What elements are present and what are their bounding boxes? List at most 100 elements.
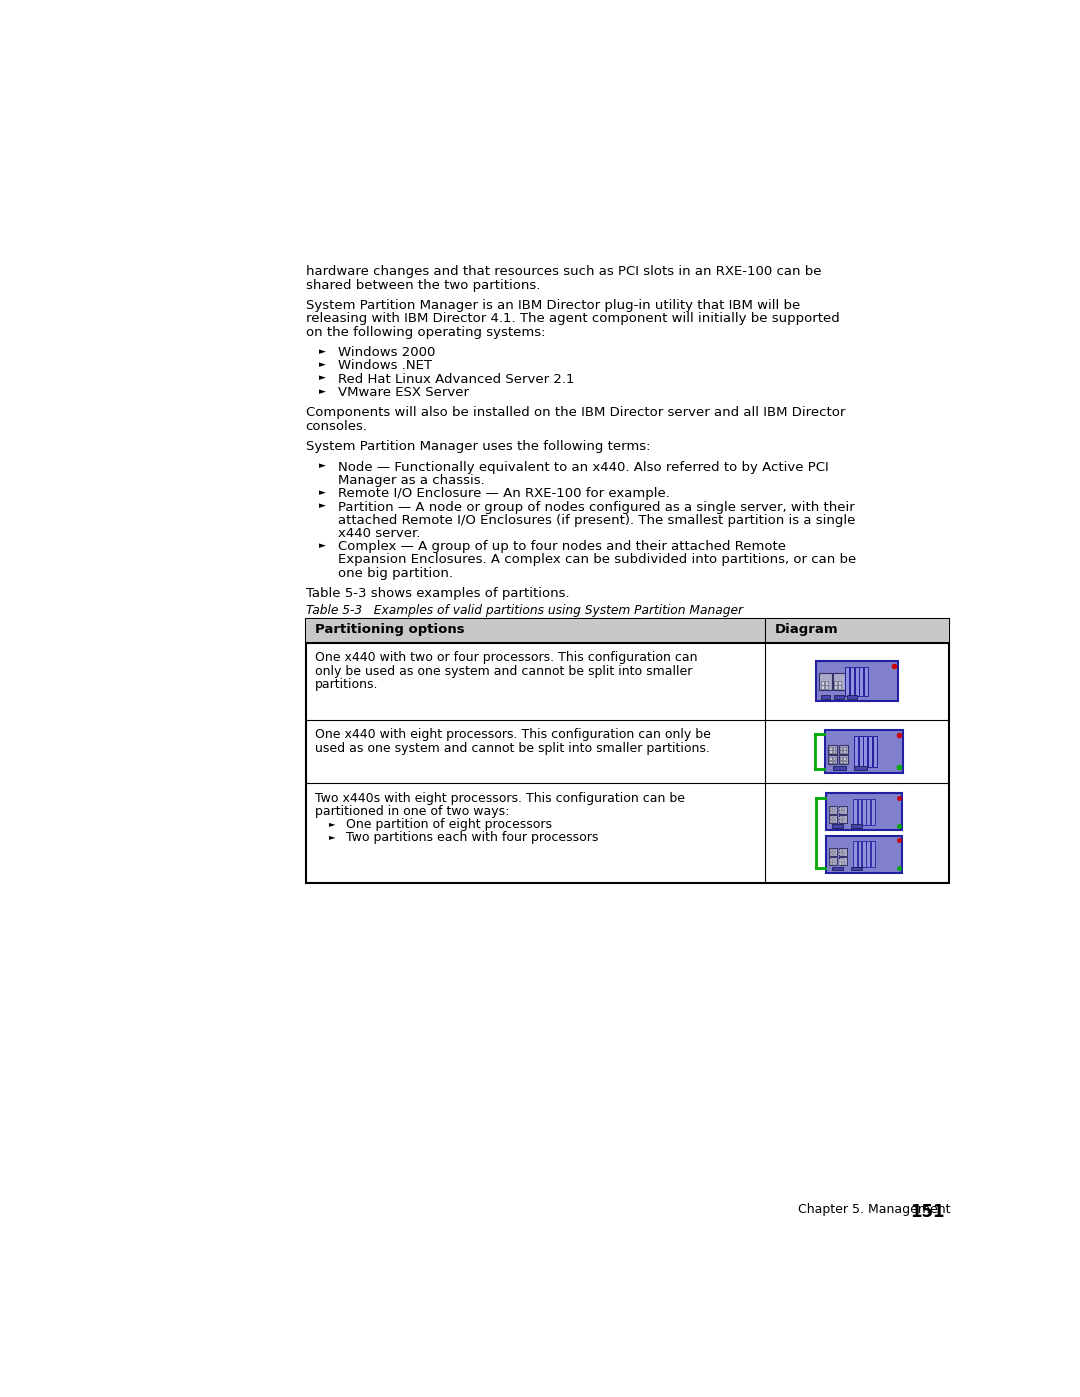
Text: Partition — A node or group of nodes configured as a single server, with their: Partition — A node or group of nodes con… — [338, 500, 854, 514]
Bar — [842, 854, 845, 855]
Bar — [839, 807, 841, 810]
Bar — [829, 848, 837, 856]
Bar — [862, 799, 866, 824]
Text: ►: ► — [328, 819, 335, 828]
Bar — [854, 766, 867, 770]
Text: ►: ► — [320, 360, 326, 369]
Bar — [829, 760, 832, 763]
Bar — [833, 757, 835, 760]
Bar — [829, 858, 837, 865]
Bar — [833, 747, 835, 750]
Text: shared between the two partitions.: shared between the two partitions. — [306, 278, 540, 292]
Text: on the following operating systems:: on the following operating systems: — [306, 326, 545, 338]
Bar — [829, 750, 832, 753]
Text: used as one system and cannot be split into smaller partitions.: used as one system and cannot be split i… — [314, 742, 710, 754]
Bar — [829, 814, 837, 823]
Bar — [866, 841, 870, 868]
Text: ►: ► — [320, 346, 326, 356]
Bar — [839, 817, 841, 819]
Bar — [828, 745, 837, 754]
Bar — [829, 851, 832, 852]
Text: Node — Functionally equivalent to an x440. Also referred to by Active PCI: Node — Functionally equivalent to an x44… — [338, 461, 828, 474]
Bar — [839, 820, 841, 823]
Text: hardware changes and that resources such as PCI slots in an RXE-100 can be: hardware changes and that resources such… — [306, 265, 821, 278]
Text: ►: ► — [328, 833, 335, 841]
Bar — [842, 820, 845, 823]
Text: ►: ► — [320, 373, 326, 383]
Text: Expansion Enclosures. A complex can be subdivided into partitions, or can be: Expansion Enclosures. A complex can be s… — [338, 553, 856, 567]
Bar — [829, 820, 832, 823]
Bar — [839, 859, 841, 862]
Bar — [821, 682, 824, 685]
Bar — [829, 747, 832, 750]
Bar — [833, 851, 835, 852]
Bar — [842, 851, 845, 852]
Bar — [826, 793, 902, 830]
Bar — [834, 694, 843, 698]
Bar — [864, 666, 868, 696]
Bar — [839, 757, 842, 760]
Text: System Partition Manager uses the following terms:: System Partition Manager uses the follow… — [306, 440, 650, 453]
Bar — [858, 799, 862, 824]
Bar — [833, 760, 835, 763]
Text: ►: ► — [320, 502, 326, 510]
Bar — [843, 757, 846, 760]
Text: Manager as a chassis.: Manager as a chassis. — [338, 474, 485, 488]
Bar — [843, 750, 846, 753]
Bar — [859, 736, 863, 767]
Bar — [825, 682, 827, 685]
Bar — [825, 686, 827, 689]
Text: ►: ► — [320, 488, 326, 497]
Bar — [842, 807, 845, 810]
Bar — [838, 682, 841, 685]
Bar — [843, 760, 846, 763]
Text: ►: ► — [320, 461, 326, 471]
Text: Table 5-3 shows examples of partitions.: Table 5-3 shows examples of partitions. — [306, 587, 569, 601]
Bar — [833, 859, 835, 862]
Bar — [863, 736, 867, 767]
Bar — [842, 817, 845, 819]
Bar — [833, 807, 835, 810]
Text: partitioned in one of two ways:: partitioned in one of two ways: — [314, 805, 509, 817]
Text: Remote I/O Enclosure — An RXE-100 for example.: Remote I/O Enclosure — An RXE-100 for ex… — [338, 488, 670, 500]
Text: consoles.: consoles. — [306, 419, 367, 433]
Text: Windows .NET: Windows .NET — [338, 359, 432, 373]
Bar — [854, 736, 858, 767]
Bar — [851, 824, 862, 828]
Bar — [838, 848, 847, 856]
Bar — [833, 750, 835, 753]
Text: one big partition.: one big partition. — [338, 567, 453, 580]
Bar — [829, 854, 832, 855]
Bar — [858, 841, 862, 868]
Bar — [843, 747, 846, 750]
Bar — [829, 862, 832, 865]
Bar — [839, 756, 848, 764]
Bar — [838, 814, 847, 823]
Bar — [306, 619, 948, 643]
Bar — [862, 841, 866, 868]
Bar — [870, 841, 875, 868]
Bar — [868, 736, 873, 767]
Bar — [854, 666, 859, 696]
Text: Two x440s with eight processors. This configuration can be: Two x440s with eight processors. This co… — [314, 792, 685, 805]
Text: Complex — A group of up to four nodes and their attached Remote: Complex — A group of up to four nodes an… — [338, 541, 786, 553]
Text: attached Remote I/O Enclosures (if present). The smallest partition is a single: attached Remote I/O Enclosures (if prese… — [338, 514, 855, 527]
Bar — [834, 686, 837, 689]
Bar — [839, 760, 842, 763]
Bar — [833, 766, 847, 770]
Bar — [829, 807, 832, 810]
Bar — [870, 799, 875, 824]
Bar — [839, 854, 841, 855]
Bar — [838, 686, 841, 689]
Text: VMware ESX Server: VMware ESX Server — [338, 386, 469, 400]
Bar — [829, 810, 832, 813]
Bar — [833, 866, 843, 870]
Bar — [829, 859, 832, 862]
Bar — [826, 835, 902, 873]
Text: 151: 151 — [910, 1203, 945, 1221]
Bar — [860, 666, 863, 696]
Bar — [833, 820, 835, 823]
Bar — [820, 673, 832, 690]
Text: Table 5-3   Examples of valid partitions using System Partition Manager: Table 5-3 Examples of valid partitions u… — [306, 605, 743, 617]
Text: ►: ► — [320, 541, 326, 550]
